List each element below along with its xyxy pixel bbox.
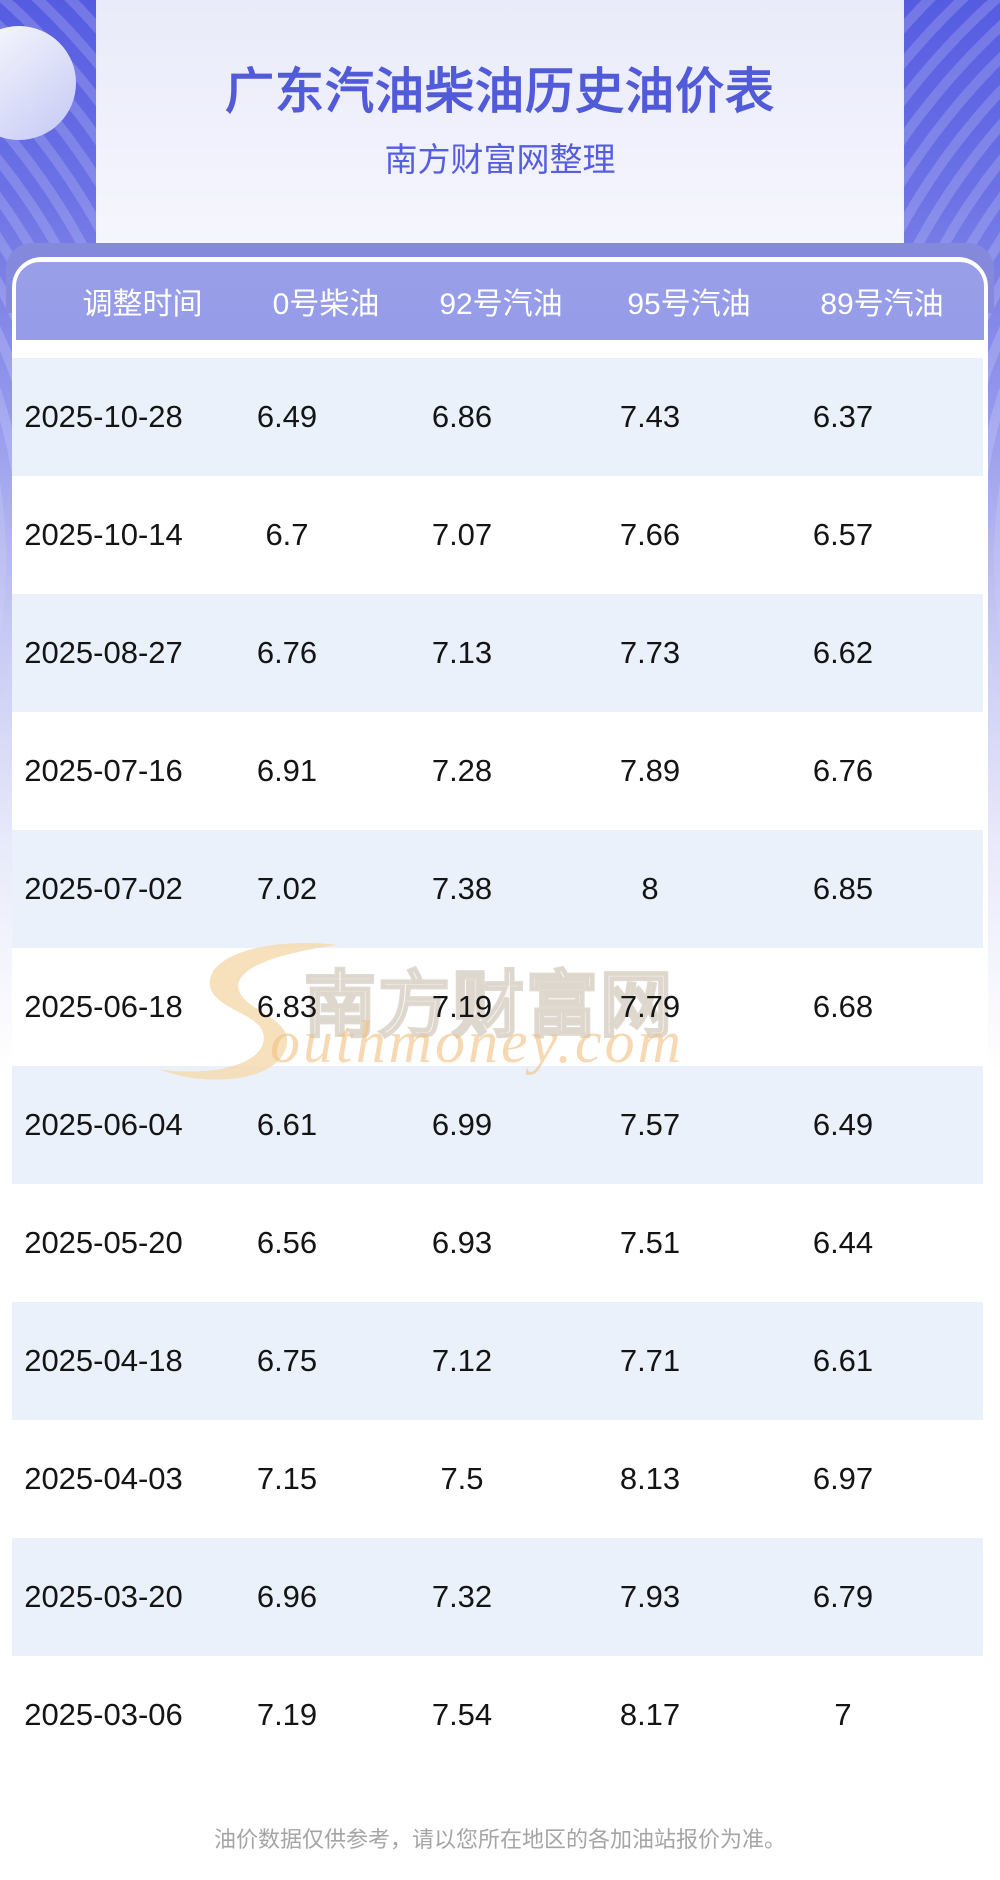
row-price: 7.02 bbox=[256, 871, 318, 906]
row-price: 8.13 bbox=[619, 1461, 681, 1496]
row-price: 8 bbox=[641, 871, 659, 906]
row-date: 2025-10-28 bbox=[24, 399, 183, 434]
row-price: 6.83 bbox=[256, 989, 318, 1024]
row-price: 7.32 bbox=[431, 1579, 493, 1614]
table-row: 2025-04-03 7.15 7.5 8.13 6.97 bbox=[12, 1420, 983, 1538]
column-header: 92号汽油 bbox=[439, 288, 563, 321]
column-header: 0号柴油 bbox=[272, 288, 380, 321]
table-row: 2025-03-20 6.96 7.32 7.93 6.79 bbox=[12, 1538, 983, 1656]
row-price: 7.57 bbox=[619, 1107, 681, 1142]
row-date: 2025-05-20 bbox=[24, 1225, 183, 1260]
row-price: 6.57 bbox=[812, 517, 874, 552]
row-price: 6.44 bbox=[812, 1225, 874, 1260]
row-price: 7.66 bbox=[619, 517, 681, 552]
row-price: 7.28 bbox=[431, 753, 493, 788]
row-price: 7.54 bbox=[431, 1697, 493, 1732]
table-row: 2025-10-28 6.49 6.86 7.43 6.37 bbox=[12, 358, 983, 476]
table-row: 2025-04-18 6.75 7.12 7.71 6.61 bbox=[12, 1302, 983, 1420]
table-header-row: 调整时间 0号柴油 92号汽油 95号汽油 89号汽油 bbox=[16, 262, 984, 340]
row-price: 7.43 bbox=[619, 399, 681, 434]
table-row: 2025-07-16 6.91 7.28 7.89 6.76 bbox=[12, 712, 983, 830]
row-price: 6.7 bbox=[265, 517, 309, 552]
row-price: 6.75 bbox=[256, 1343, 318, 1378]
price-table-card: 调整时间 0号柴油 92号汽油 95号汽油 89号汽油 2025-10-28 6.49 6.… bbox=[12, 257, 988, 1880]
row-price: 7.5 bbox=[440, 1461, 484, 1496]
row-price: 6.97 bbox=[812, 1461, 874, 1496]
row-date: 2025-03-06 bbox=[24, 1697, 183, 1732]
row-price: 6.49 bbox=[256, 399, 318, 434]
row-price: 7.19 bbox=[431, 989, 493, 1024]
row-price: 6.99 bbox=[431, 1107, 493, 1142]
row-price: 7.51 bbox=[619, 1225, 681, 1260]
row-price: 7.12 bbox=[431, 1343, 493, 1378]
row-price: 6.37 bbox=[812, 399, 874, 434]
row-date: 2025-07-16 bbox=[24, 753, 183, 788]
table-row: 2025-08-27 6.76 7.13 7.73 6.62 bbox=[12, 594, 983, 712]
row-date: 2025-08-27 bbox=[24, 635, 183, 670]
row-price: 7 bbox=[834, 1697, 852, 1732]
column-header: 89号汽油 bbox=[820, 288, 944, 321]
column-header: 95号汽油 bbox=[627, 288, 751, 321]
row-price: 7.07 bbox=[431, 517, 493, 552]
row-price: 6.62 bbox=[812, 635, 874, 670]
table-row: 2025-06-04 6.61 6.99 7.57 6.49 bbox=[12, 1066, 983, 1184]
row-price: 6.61 bbox=[812, 1343, 874, 1378]
row-price: 6.76 bbox=[812, 753, 874, 788]
row-price: 7.89 bbox=[619, 753, 681, 788]
row-price: 6.61 bbox=[256, 1107, 318, 1142]
row-date: 2025-04-03 bbox=[24, 1461, 183, 1496]
row-price: 7.71 bbox=[619, 1343, 681, 1378]
column-header: 调整时间 bbox=[82, 288, 203, 321]
row-date: 2025-06-18 bbox=[24, 989, 183, 1024]
row-price: 6.49 bbox=[812, 1107, 874, 1142]
row-price: 7.73 bbox=[619, 635, 681, 670]
row-price: 6.93 bbox=[431, 1225, 493, 1260]
row-price: 7.13 bbox=[431, 635, 493, 670]
row-date: 2025-03-20 bbox=[24, 1579, 183, 1614]
row-price: 6.56 bbox=[256, 1225, 318, 1260]
row-date: 2025-04-18 bbox=[24, 1343, 183, 1378]
page-title: 广东汽油柴油历史油价表 bbox=[224, 65, 775, 119]
row-price: 8.17 bbox=[619, 1697, 681, 1732]
page-subtitle: 南方财富网整理 bbox=[384, 141, 616, 178]
table-row: 2025-05-20 6.56 6.93 7.51 6.44 bbox=[12, 1184, 983, 1302]
row-price: 7.79 bbox=[619, 989, 681, 1024]
row-price: 6.85 bbox=[812, 871, 874, 906]
table-row: 2025-07-02 7.02 7.38 8 6.85 bbox=[12, 830, 983, 948]
table-row: 2025-03-06 7.19 7.54 8.17 7 bbox=[12, 1656, 983, 1774]
row-date: 2025-06-04 bbox=[24, 1107, 183, 1142]
row-date: 2025-10-14 bbox=[24, 517, 183, 552]
row-price: 6.68 bbox=[812, 989, 874, 1024]
row-price: 6.91 bbox=[256, 753, 318, 788]
table-rows: 2025-10-28 6.49 6.86 7.43 6.37 2025-10-14 6.7 7… bbox=[12, 358, 983, 1774]
row-price: 7.19 bbox=[256, 1697, 318, 1732]
row-price: 6.96 bbox=[256, 1579, 318, 1614]
row-price: 6.86 bbox=[431, 399, 493, 434]
row-price: 7.15 bbox=[256, 1461, 318, 1496]
row-price: 6.76 bbox=[256, 635, 318, 670]
footer-disclaimer: 油价数据仅供参考，请以您所在地区的各加油站报价为准。 bbox=[213, 1827, 786, 1852]
table-row: 2025-06-18 6.83 7.19 7.79 6.68 bbox=[12, 948, 983, 1066]
row-price: 7.38 bbox=[431, 871, 493, 906]
row-date: 2025-07-02 bbox=[24, 871, 183, 906]
row-price: 6.79 bbox=[812, 1579, 874, 1614]
row-price: 7.93 bbox=[619, 1579, 681, 1614]
table-row: 2025-10-14 6.7 7.07 7.66 6.57 bbox=[12, 476, 983, 594]
